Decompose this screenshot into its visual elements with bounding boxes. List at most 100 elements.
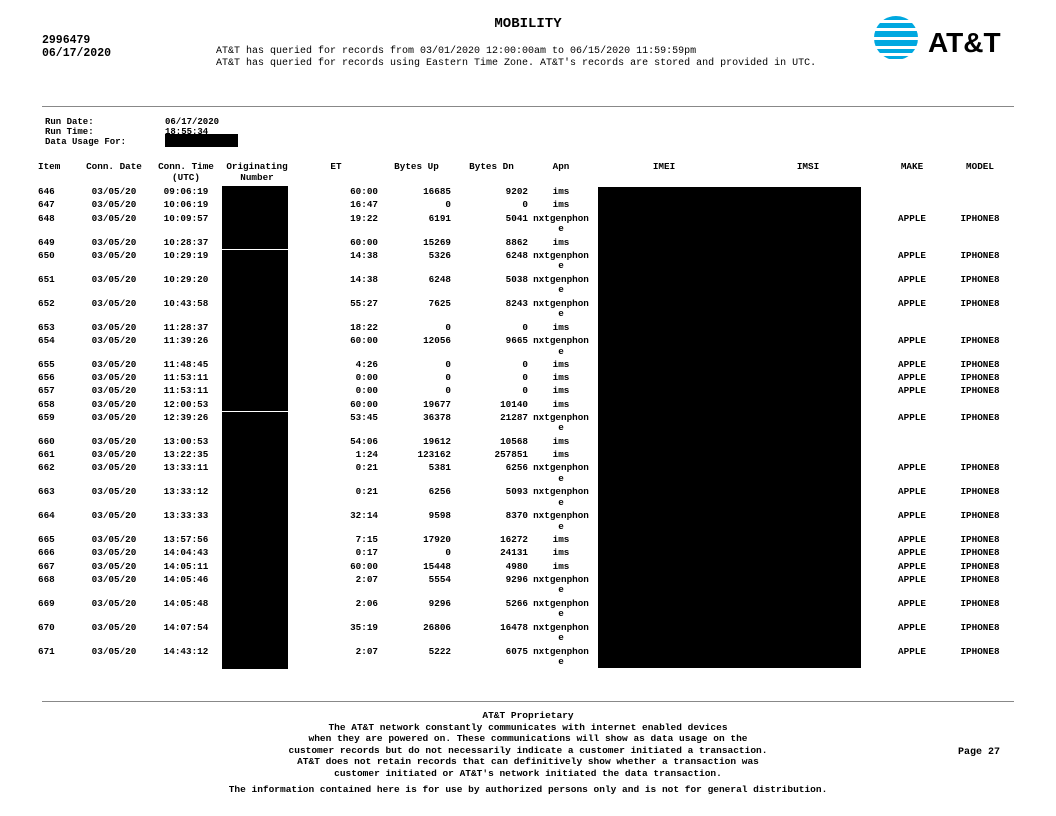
cell-time: 11:53:11 [163,385,209,397]
table-row: 671 03/05/20 14:43:12 2:07 5222 6075 nxtgenpho… [36,645,1016,670]
page-title: MOBILITY [494,16,562,32]
cell-et: 60:00 [350,186,378,198]
table-row: 660 03/05/20 13:00:53 54:06 19612 10568 ims [36,435,1016,449]
redaction-box [222,597,288,622]
cell-date: 03/05/20 [91,547,137,559]
cell-model [944,322,1016,335]
cell-et: 14:38 [350,249,378,261]
cell-time: 14:05:46 [163,573,209,585]
cell-make: APPLE [898,335,926,347]
cell-item: 663 [38,486,55,498]
cell-et: 0:17 [355,547,378,559]
run-time-value: 18:55:34 [165,127,209,137]
cell-date: 03/05/20 [91,398,137,410]
cell-time: 14:07:54 [163,621,209,633]
cell-make: APPLE [898,385,926,397]
table-row: 657 03/05/20 11:53:11 0:00 0 0 ims APPLE IPHONE8 [36,385,1016,399]
table-row: 652 03/05/20 10:43:58 55:27 7625 8243 nxtgenph… [36,297,1016,322]
cell-dn: 24131 [500,547,528,559]
footer-line: when they are powered on. These communic… [308,733,748,745]
cell-model [944,199,1016,212]
table-row: 664 03/05/20 13:33:33 32:14 9598 8370 nxtgenph… [36,509,1016,534]
cell-apn: ims [552,560,570,572]
cell-model: IPHONE8 [960,486,1000,498]
cell-date: 03/05/20 [91,573,137,585]
redacted-originating-number [222,597,292,622]
cell-date: 03/05/20 [91,597,137,609]
redaction-box [222,249,288,274]
page-number: Page 27 [958,747,1001,758]
cell-model [944,449,1016,462]
cell-item: 650 [38,249,55,261]
cell-item: 660 [38,435,55,447]
cell-date: 03/05/20 [91,335,137,347]
cell-make [880,199,944,212]
cell-et: 4:26 [355,359,378,371]
cell-time: 13:57:56 [163,534,209,546]
redaction-box [222,358,288,372]
cell-up: 26806 [423,621,451,633]
cell-model [944,398,1016,411]
cell-item: 665 [38,534,55,546]
table-row: 655 03/05/20 11:48:45 4:26 0 0 ims APPLE IPHONE8 [36,358,1016,372]
query-line: AT&T has queried for records from 03/01/… [216,46,697,57]
cell-apn: nxtgenphone [533,212,589,235]
redaction-box [222,533,288,547]
cell-apn: nxtgenphone [533,249,589,272]
cell-item: 654 [38,335,55,347]
cell-up: 0 [445,385,451,397]
redacted-originating-number [222,573,292,598]
cell-model: IPHONE8 [960,510,1000,522]
table-row: 651 03/05/20 10:29:20 14:38 6248 5038 nxtgenph… [36,273,1016,298]
cell-apn: nxtgenphone [533,462,589,484]
redacted-originating-number [222,560,292,574]
cell-model [944,186,1016,199]
cell-et: 7:15 [355,534,378,546]
table-row: 648 03/05/20 10:09:57 19:22 6191 5041 nxtgenph… [36,212,1016,237]
cell-item: 659 [38,411,55,423]
cell-apn: nxtgenphone [533,573,589,596]
redaction-box [222,398,288,412]
redaction-box [222,212,288,237]
cell-make: APPLE [898,560,926,572]
cell-make: APPLE [898,372,926,384]
att-globe-icon: AT&T [874,16,1001,59]
cell-up: 0 [445,547,451,559]
cell-dn: 9202 [505,186,528,198]
cell-up: 19677 [423,398,451,410]
table-row: 667 03/05/20 14:05:11 60:00 15448 4980 ims APPL… [36,560,1016,574]
cell-time: 10:28:37 [163,236,209,248]
redaction-box [222,435,288,449]
cell-up: 0 [445,321,451,333]
cell-item: 666 [38,547,55,559]
redacted-originating-number [222,273,292,298]
cell-et: 0:21 [355,462,378,474]
cell-item: 656 [38,372,55,384]
footer-line: customer records but do not necessarily … [288,744,768,756]
cell-item: 653 [38,321,55,333]
cell-up: 0 [445,372,451,384]
col-bytes-up: Bytes Up [394,161,439,172]
col-make: MAKE [900,161,924,172]
cell-dn: 10568 [500,435,528,447]
table-row: 662 03/05/20 13:33:11 0:21 5381 6256 nxtgenpho… [36,461,1016,486]
distribution-disclaimer: The information contained here is for us… [228,784,828,795]
redacted-originating-number [222,186,292,199]
cell-model: IPHONE8 [960,645,1000,657]
cell-et: 2:07 [355,645,378,657]
cell-dn: 0 [522,359,528,371]
cell-dn: 5266 [505,597,528,609]
cell-time: 13:00:53 [163,435,209,447]
footer-line: AT&T does not retain records that can de… [297,756,759,768]
cell-date: 03/05/20 [91,486,137,498]
table-row: 649 03/05/20 10:28:37 60:00 15269 8862 ims [36,236,1016,250]
cell-make: APPLE [898,534,926,546]
redacted-imei-imsi [598,187,861,668]
col-imei: IMEI [652,161,676,172]
cell-et: 16:47 [350,199,378,211]
cell-model: IPHONE8 [960,212,1000,224]
cell-et: 0:00 [355,372,378,384]
col-originating-number: Originating Number [226,161,288,183]
cell-time: 09:06:19 [163,186,209,198]
cell-dn: 5093 [505,486,528,498]
